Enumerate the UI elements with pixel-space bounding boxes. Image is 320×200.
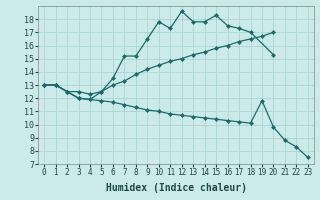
X-axis label: Humidex (Indice chaleur): Humidex (Indice chaleur) <box>106 183 246 193</box>
